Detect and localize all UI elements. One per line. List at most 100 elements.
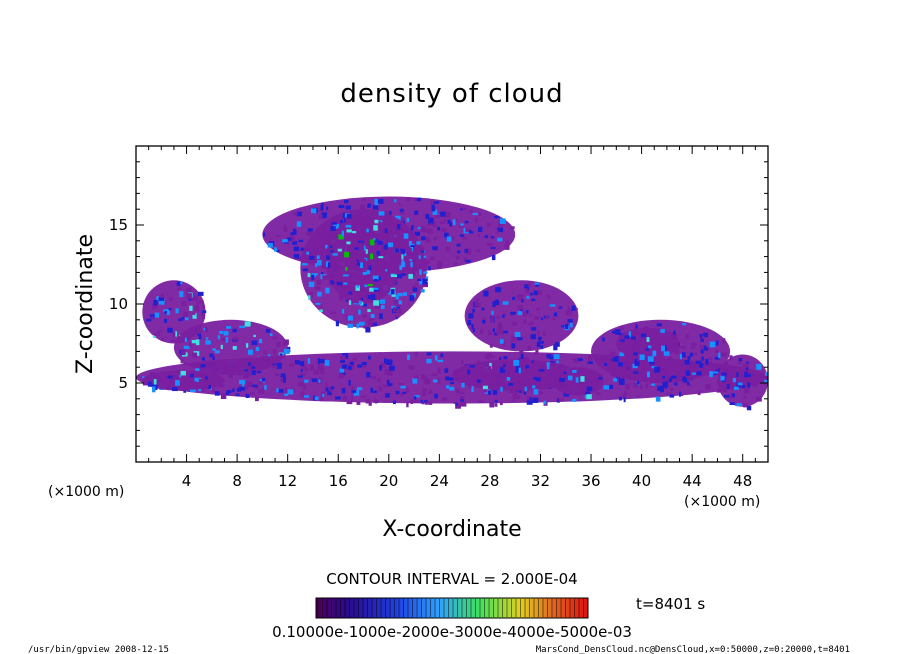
cloud-cell bbox=[313, 273, 318, 276]
cloud-cell bbox=[561, 325, 567, 328]
cloud-cell bbox=[409, 229, 412, 235]
cloud-cell bbox=[609, 384, 613, 390]
cloud-cell bbox=[701, 335, 705, 339]
cloud-cell bbox=[184, 337, 187, 342]
cloud-cell bbox=[465, 248, 471, 255]
cloud-cell bbox=[402, 391, 407, 394]
cloud-cell bbox=[567, 307, 570, 313]
x-tick-label: 20 bbox=[379, 472, 398, 490]
cloud-cell bbox=[283, 348, 290, 355]
cloud-cell bbox=[737, 382, 743, 386]
cloud-cell bbox=[189, 305, 193, 311]
cloud-cell bbox=[232, 346, 237, 350]
cloud-cell bbox=[658, 374, 663, 381]
cloud-cell bbox=[363, 296, 367, 301]
cloud-cell bbox=[634, 361, 640, 367]
cloud-cell bbox=[189, 389, 196, 393]
cloud-cell bbox=[421, 236, 426, 241]
cloud-cell bbox=[602, 337, 605, 342]
cloud-cell bbox=[569, 309, 572, 316]
cloud-cell bbox=[304, 379, 309, 383]
cloud-cell bbox=[362, 314, 367, 318]
cloud-cell bbox=[410, 225, 414, 230]
cloud-cell bbox=[678, 346, 683, 349]
cloud-cell bbox=[570, 322, 573, 328]
cloud-cell bbox=[537, 290, 542, 295]
cloud-cell bbox=[492, 301, 496, 308]
cloud-cell bbox=[388, 242, 394, 248]
cloud-cell bbox=[517, 337, 523, 341]
cloud-cell bbox=[610, 373, 617, 377]
cloud-cell bbox=[186, 293, 192, 300]
y-tick-label: 15 bbox=[109, 216, 128, 234]
cloud-cell bbox=[640, 333, 647, 338]
cloud-cell bbox=[307, 357, 311, 364]
cloud-cell bbox=[258, 338, 263, 344]
cloud-cell bbox=[314, 286, 321, 290]
cloud-cell bbox=[496, 229, 499, 234]
cloud-cell bbox=[282, 239, 288, 243]
cloud-cell bbox=[468, 231, 474, 234]
cloud-cell bbox=[338, 204, 345, 209]
cloud-cell bbox=[356, 262, 363, 266]
cloud-cell bbox=[180, 350, 186, 355]
cloud-cell bbox=[423, 378, 428, 384]
cloud-cell bbox=[372, 205, 379, 210]
cloud-cell bbox=[307, 228, 313, 232]
cloud-cell bbox=[205, 376, 208, 380]
cloud-cell bbox=[212, 356, 215, 360]
cloud-cell bbox=[402, 292, 407, 296]
x-tick-label: 16 bbox=[329, 472, 348, 490]
cloud-cell bbox=[321, 271, 324, 275]
cloud-cell bbox=[398, 382, 405, 386]
cloud-cell bbox=[186, 287, 192, 294]
cloud-cell bbox=[722, 338, 726, 344]
cloud-cell bbox=[504, 244, 510, 250]
cloud-cell bbox=[410, 261, 413, 268]
cloud-cell bbox=[339, 220, 344, 224]
cloud-cell bbox=[153, 379, 157, 385]
cloud-cell bbox=[416, 197, 422, 202]
cloud-cell bbox=[191, 340, 197, 344]
cloud-cell bbox=[721, 372, 727, 377]
cloud-cell bbox=[565, 323, 569, 329]
cloud-cell bbox=[531, 360, 534, 364]
cloud-cell bbox=[608, 358, 614, 363]
cloud-cell bbox=[526, 400, 533, 405]
cloud-cell bbox=[223, 331, 229, 336]
cloud-cell bbox=[313, 369, 320, 375]
cloud-cell bbox=[342, 212, 345, 219]
cloud-cell bbox=[386, 379, 390, 385]
cloud-cell bbox=[715, 349, 719, 354]
cloud-cell bbox=[426, 358, 432, 364]
x-tick-label: 4 bbox=[182, 472, 192, 490]
cloud-cell bbox=[410, 244, 415, 248]
cloud-cell bbox=[699, 345, 703, 348]
cloud-cell bbox=[420, 226, 427, 232]
cloud-cell bbox=[396, 309, 402, 315]
cloud-cell bbox=[370, 239, 375, 246]
cloud-cell bbox=[196, 329, 203, 333]
cloud-cell bbox=[636, 379, 640, 385]
cloud-cell bbox=[331, 222, 337, 225]
cloud-cell bbox=[709, 371, 713, 378]
cloud-cell bbox=[490, 318, 494, 323]
cloud-cell bbox=[555, 378, 560, 384]
cloud-cell bbox=[184, 315, 189, 321]
cloud-cell bbox=[326, 206, 329, 210]
cloud-cell bbox=[449, 386, 455, 391]
cloud-cell bbox=[657, 385, 663, 391]
cloud-cell bbox=[453, 401, 457, 404]
cloud-cell bbox=[510, 311, 516, 315]
cloud-cell bbox=[499, 218, 506, 224]
cloud-cell bbox=[220, 344, 223, 349]
cloud-cell bbox=[287, 237, 292, 241]
cloud-cell bbox=[718, 352, 721, 359]
cloud-cell bbox=[647, 356, 654, 362]
cloud-cell bbox=[423, 271, 428, 274]
cloud-cell bbox=[519, 350, 524, 354]
plot-frame bbox=[135, 145, 769, 463]
cloud-density-field bbox=[136, 196, 768, 411]
cloud-cell bbox=[732, 378, 736, 383]
cloud-cell bbox=[367, 295, 371, 300]
